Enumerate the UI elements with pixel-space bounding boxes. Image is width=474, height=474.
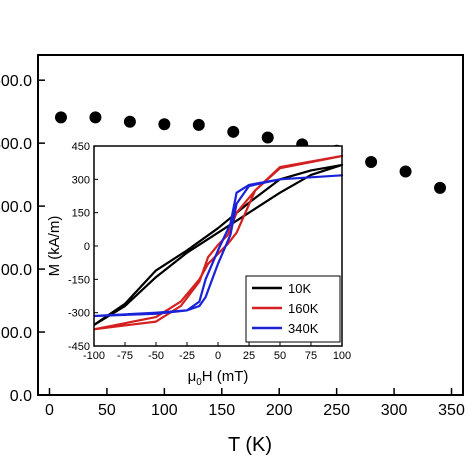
inset-y-axis-title: M (kA/m): [46, 216, 63, 277]
main-data-point: [261, 131, 274, 144]
inset-x-ticks: -100 -75 -50 -25 0 25 50 75 100: [83, 342, 351, 362]
main-x-tick-label: 0: [45, 402, 54, 419]
main-data-point: [399, 165, 412, 178]
main-y-tick-label: 200.0: [0, 262, 32, 279]
main-data-point: [434, 181, 447, 194]
main-data-point: [158, 118, 171, 131]
main-plot-frame: [37, 54, 464, 396]
main-x-tick-label: 300: [381, 402, 408, 419]
inset-y-tick-label: 0: [84, 241, 90, 253]
inset-x-tick-label: -100: [83, 350, 105, 362]
inset-chart: -450 -300 -150 0 150 300 450 -100 -75 -50 -25 0 25 5…: [46, 141, 351, 388]
main-data-point: [89, 111, 102, 124]
inset-x-tick-label: 50: [274, 350, 286, 362]
inset-x-axis-title-rest: H (mT): [202, 368, 249, 385]
legend-label-10K: 10K: [288, 281, 311, 296]
inset-x-tick-label: 0: [215, 350, 221, 362]
inset-legend: 10K 160K 340K: [245, 275, 341, 343]
inset-x-axis-title: μ0H (mT): [188, 368, 249, 388]
legend-label-340K: 340K: [288, 321, 319, 336]
main-y-tick-label: 300.0: [0, 199, 32, 216]
inset-x-tick-label: 75: [305, 350, 317, 362]
inset-x-axis-title-mu: μ: [188, 368, 197, 385]
inset-y-tick-label: -150: [68, 274, 90, 286]
main-x-tick-label: 200: [266, 402, 293, 419]
inset-x-axis-title-subscript: 0: [196, 377, 202, 388]
main-x-tick-label: 350: [438, 402, 465, 419]
inset-x-tick-label: -50: [148, 350, 164, 362]
main-x-tick-label: 250: [323, 402, 350, 419]
inset-y-tick-label: -300: [68, 308, 90, 320]
main-y-tick-label: 0.0: [10, 388, 32, 405]
main-x-ticks: 0 50 100 150 200 250 300 350: [45, 388, 465, 419]
main-y-tick-label: 100.0: [0, 325, 32, 342]
main-y-ticks: 0.0 100.0 200.0 300.0 400.0 500.0: [0, 73, 45, 405]
inset-x-tick-label: -75: [117, 350, 133, 362]
main-data-point: [54, 111, 67, 124]
main-data-point: [192, 118, 205, 131]
inset-y-tick-label: -450: [68, 341, 90, 353]
main-x-axis-title: T (K): [228, 434, 272, 456]
inset-x-tick-label: 25: [243, 350, 255, 362]
inset-y-tick-label: 150: [72, 208, 90, 220]
inset-y-tick-label: 300: [72, 174, 90, 186]
legend-label-160K: 160K: [288, 301, 319, 316]
main-y-tick-label: 500.0: [0, 73, 32, 90]
main-data-point: [365, 156, 378, 169]
main-y-tick-label: 400.0: [0, 136, 32, 153]
main-x-tick-label: 100: [151, 402, 178, 419]
inset-x-tick-label: -25: [179, 350, 195, 362]
main-data-point: [227, 125, 240, 138]
main-data-point: [123, 115, 136, 128]
inset-x-tick-label: 100: [333, 350, 351, 362]
main-chart: 0.0 100.0 200.0 300.0 400.0 500.0 0 50 100 150 20…: [0, 54, 465, 456]
main-x-tick-label: 150: [208, 402, 235, 419]
inset-y-ticks: -450 -300 -150 0 150 300 450: [68, 141, 98, 353]
main-x-tick-label: 50: [98, 402, 116, 419]
inset-plot-frame: [93, 145, 343, 347]
inset-y-tick-label: 450: [72, 141, 90, 153]
